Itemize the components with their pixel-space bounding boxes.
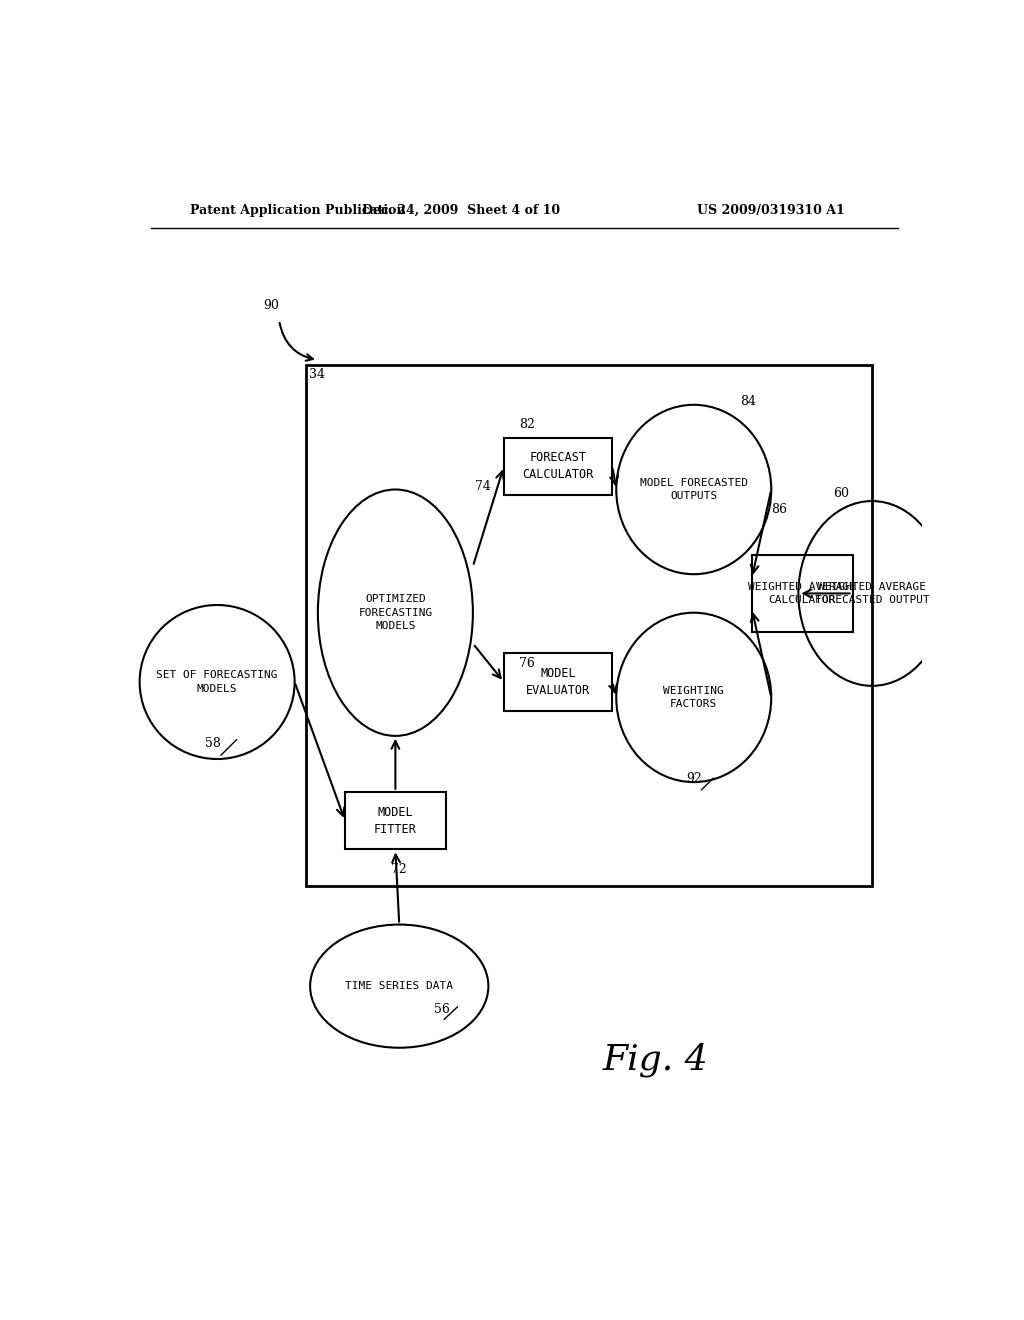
Text: 92: 92 [686, 772, 701, 785]
Text: Fig. 4: Fig. 4 [602, 1041, 708, 1077]
Text: 82: 82 [519, 418, 536, 430]
Text: US 2009/0319310 A1: US 2009/0319310 A1 [697, 205, 845, 218]
Text: 74: 74 [475, 479, 492, 492]
Text: Dec. 24, 2009  Sheet 4 of 10: Dec. 24, 2009 Sheet 4 of 10 [362, 205, 560, 218]
Text: Patent Application Publication: Patent Application Publication [190, 205, 406, 218]
Text: 90: 90 [263, 298, 280, 312]
Text: MODEL
FITTER: MODEL FITTER [374, 805, 417, 836]
Text: 86: 86 [771, 503, 787, 516]
Text: WEIGHTED AVERAGE
FORECASTED OUTPUT: WEIGHTED AVERAGE FORECASTED OUTPUT [815, 582, 930, 605]
Text: SET OF FORECASTING
MODELS: SET OF FORECASTING MODELS [157, 671, 278, 693]
Text: WEIGHTED AVERAGE
CALCULATOR: WEIGHTED AVERAGE CALCULATOR [749, 582, 856, 605]
Text: WEIGHTING
FACTORS: WEIGHTING FACTORS [664, 686, 724, 709]
Text: MODEL
EVALUATOR: MODEL EVALUATOR [526, 667, 590, 697]
Text: FORECAST
CALCULATOR: FORECAST CALCULATOR [522, 451, 594, 482]
Text: 84: 84 [740, 395, 757, 408]
Text: 34: 34 [309, 368, 326, 381]
Text: OPTIMIZED
FORECASTING
MODELS: OPTIMIZED FORECASTING MODELS [358, 594, 432, 631]
Text: 72: 72 [391, 863, 408, 876]
Text: 58: 58 [206, 738, 221, 751]
Text: 76: 76 [519, 656, 536, 669]
Text: MODEL FORECASTED
OUTPUTS: MODEL FORECASTED OUTPUTS [640, 478, 748, 502]
Text: 60: 60 [834, 487, 849, 500]
Text: TIME SERIES DATA: TIME SERIES DATA [345, 981, 454, 991]
Text: 56: 56 [434, 1003, 450, 1016]
